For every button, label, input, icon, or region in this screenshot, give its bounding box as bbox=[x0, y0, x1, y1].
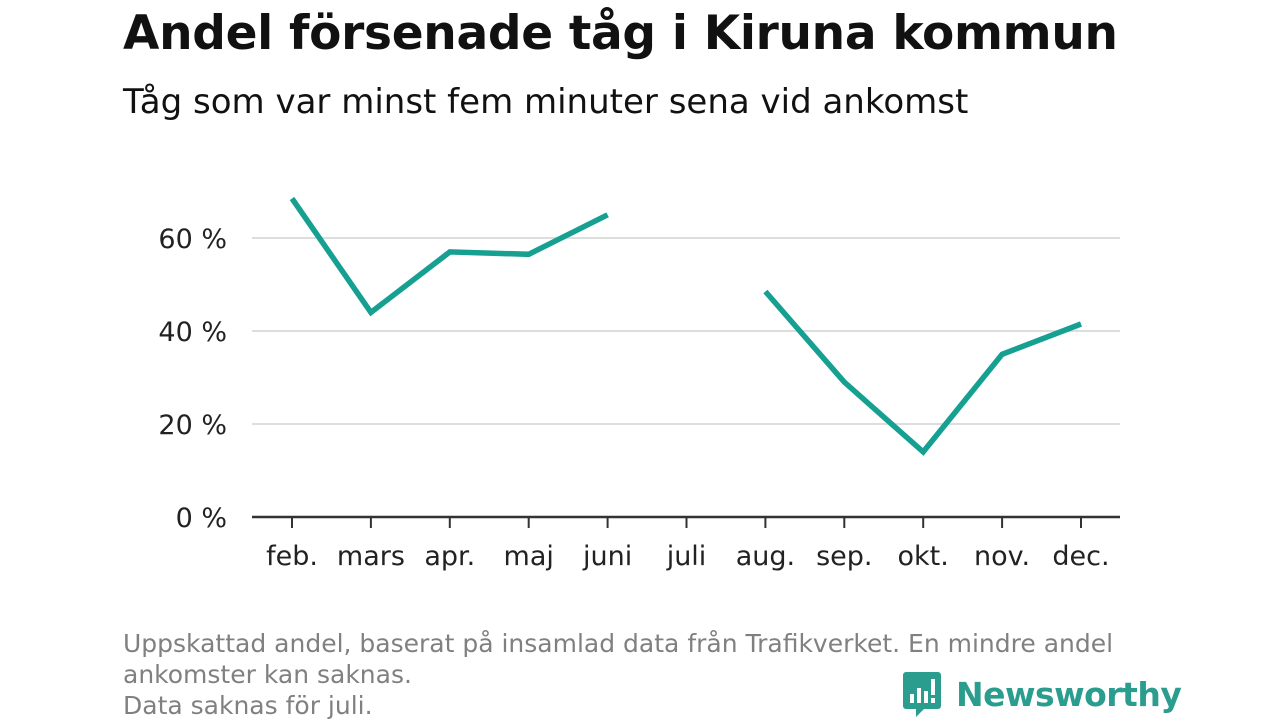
x-tick-label: feb. bbox=[266, 541, 318, 572]
y-axis-ticks: 0 % 20 % 40 % 60 % bbox=[158, 224, 227, 534]
chart-title: Andel försenade tåg i Kiruna kommun bbox=[123, 6, 1118, 61]
series-line-segment bbox=[289, 196, 609, 317]
x-tick-label: juli bbox=[666, 541, 707, 572]
grid-lines bbox=[252, 237, 1120, 425]
x-tick-label: dec. bbox=[1052, 541, 1109, 572]
footnote-line: Uppskattad andel, baserat på insamlad da… bbox=[123, 629, 1114, 658]
x-tick-label: maj bbox=[504, 541, 554, 572]
line-chart: 0 % 20 % 40 % 60 % feb. mars apr. maj juni juli a… bbox=[158, 196, 1120, 572]
footnote: Uppskattad andel, baserat på insamlad da… bbox=[123, 628, 1153, 721]
x-tick-label: juni bbox=[582, 541, 632, 572]
x-tick-label: nov. bbox=[974, 541, 1030, 572]
series-line bbox=[289, 196, 1082, 456]
x-tick-label: okt. bbox=[898, 541, 949, 572]
y-tick-label: 0 % bbox=[176, 503, 227, 534]
y-tick-label: 40 % bbox=[158, 317, 227, 348]
y-tick-label: 60 % bbox=[158, 224, 227, 255]
footnote-line: Data saknas för juli. bbox=[123, 691, 373, 720]
newsworthy-logo: Newsworthy bbox=[902, 670, 1182, 718]
chart-subtitle: Tåg som var minst fem minuter sena vid a… bbox=[123, 82, 969, 122]
x-tick-label: aug. bbox=[736, 541, 795, 572]
y-tick-label: 20 % bbox=[158, 410, 227, 441]
x-tick-label: mars bbox=[337, 541, 405, 572]
x-axis: feb. mars apr. maj juni juli aug. sep. okt. nov. d… bbox=[252, 515, 1120, 572]
newsworthy-logo-icon bbox=[903, 672, 941, 717]
x-tick-label: sep. bbox=[816, 541, 872, 572]
footnote-line: ankomster kan saknas. bbox=[123, 660, 412, 689]
x-tick-label: apr. bbox=[424, 541, 475, 572]
series-line-segment bbox=[763, 289, 1082, 456]
brand-name: Newsworthy bbox=[956, 674, 1182, 714]
